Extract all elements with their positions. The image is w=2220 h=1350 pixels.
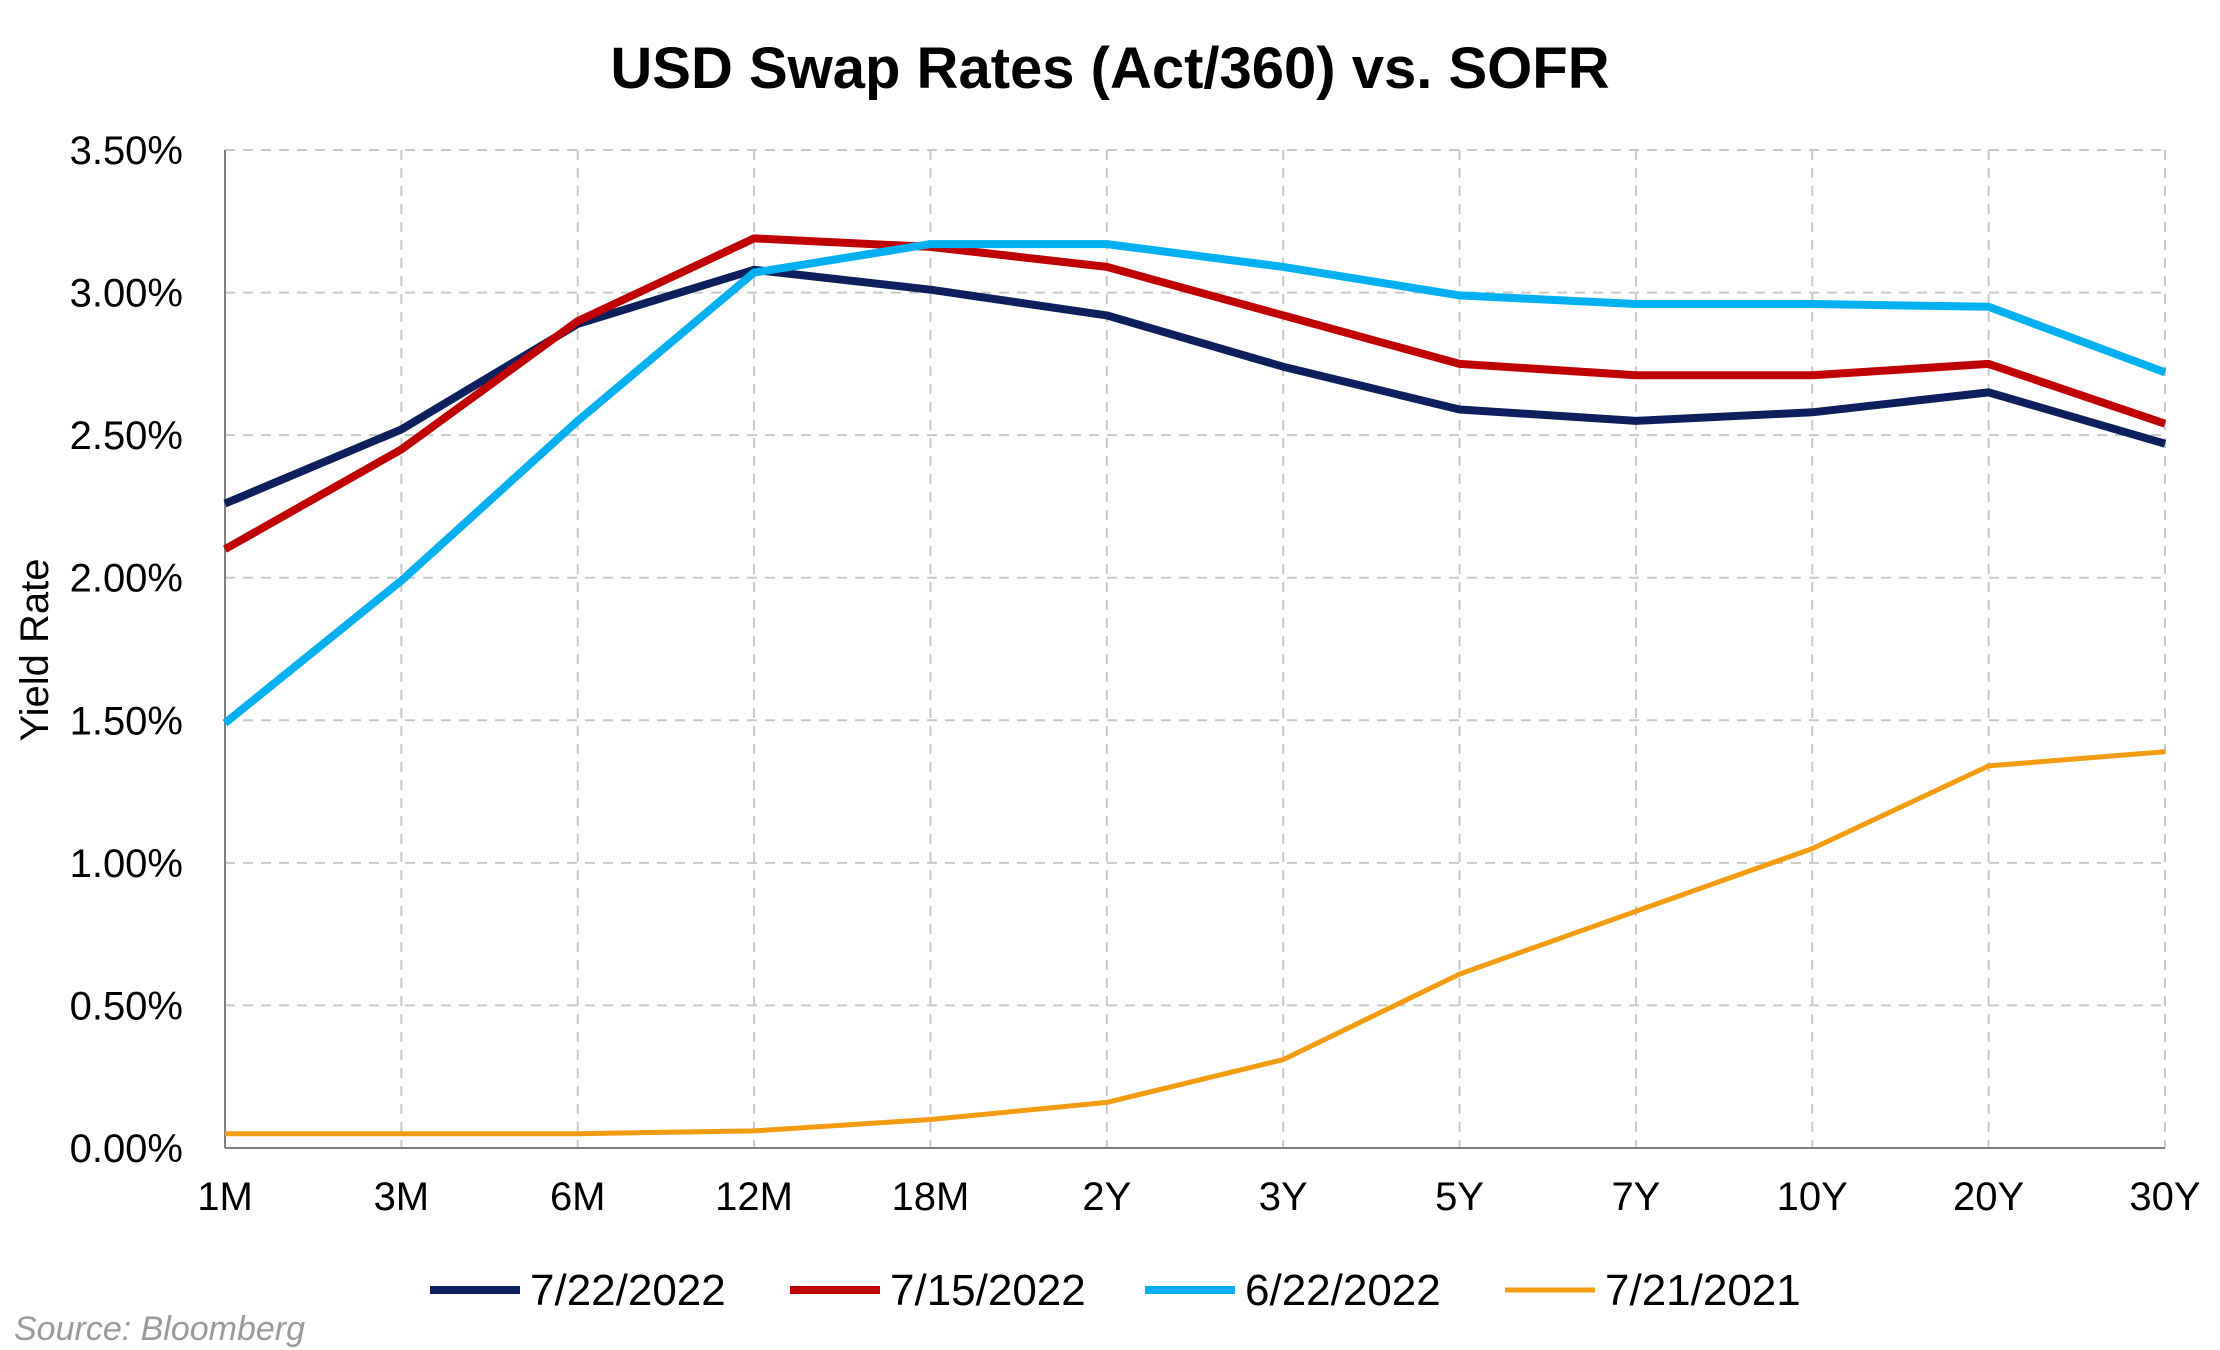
legend-label: 6/22/2022 [1245, 1266, 1441, 1315]
y-tick-label: 2.50% [70, 414, 183, 458]
y-tick-labels: 0.00% 0.50% 1.00% 1.50% 2.00% 2.50% 3.00% 3.50% [70, 129, 183, 1171]
y-tick-label: 3.00% [70, 272, 183, 316]
series-lines [222, 234, 2167, 1137]
y-axis-label: Yield Rate [13, 558, 57, 741]
legend-label: 7/22/2022 [530, 1266, 726, 1315]
y-tick-label: 0.00% [70, 1127, 183, 1171]
legend-label: 7/15/2022 [890, 1266, 1086, 1315]
y-tick-label: 2.00% [70, 557, 183, 601]
y-tick-label: 1.00% [70, 842, 183, 886]
x-tick-label: 30Y [2129, 1175, 2200, 1219]
x-tick-label: 6M [550, 1175, 606, 1219]
legend-label: 7/21/2021 [1605, 1266, 1801, 1315]
chart-title: USD Swap Rates (Act/360) vs. SOFR [610, 36, 1609, 101]
x-tick-label: 18M [892, 1175, 970, 1219]
x-tick-label: 7Y [1611, 1175, 1660, 1219]
x-tick-label: 20Y [1953, 1175, 2024, 1219]
series-line-6-22-2022 [222, 240, 2167, 727]
x-tick-label: 3Y [1259, 1175, 1308, 1219]
series-line-7-15-2022 [223, 234, 2167, 553]
x-tick-label: 2Y [1082, 1175, 1131, 1219]
series-line-7-21-2021 [225, 749, 2166, 1137]
y-tick-label: 1.50% [70, 699, 183, 743]
axes [224, 150, 2165, 1149]
x-tick-label: 1M [197, 1175, 253, 1219]
x-tick-label: 10Y [1777, 1175, 1848, 1219]
y-tick-label: 3.50% [70, 129, 183, 173]
x-tick-labels: 1M 3M 6M 12M 18M 2Y 3Y 5Y 7Y 10Y 20Y 30Y [197, 1175, 2200, 1219]
x-tick-label: 3M [374, 1175, 430, 1219]
legend: 7/22/2022 7/15/2022 6/22/2022 7/21/2021 [430, 1266, 1801, 1315]
source-note: Source: Bloomberg [14, 1310, 305, 1348]
x-tick-label: 12M [715, 1175, 793, 1219]
gridlines [225, 149, 2166, 1148]
x-tick-label: 5Y [1435, 1175, 1484, 1219]
y-tick-label: 0.50% [70, 984, 183, 1028]
